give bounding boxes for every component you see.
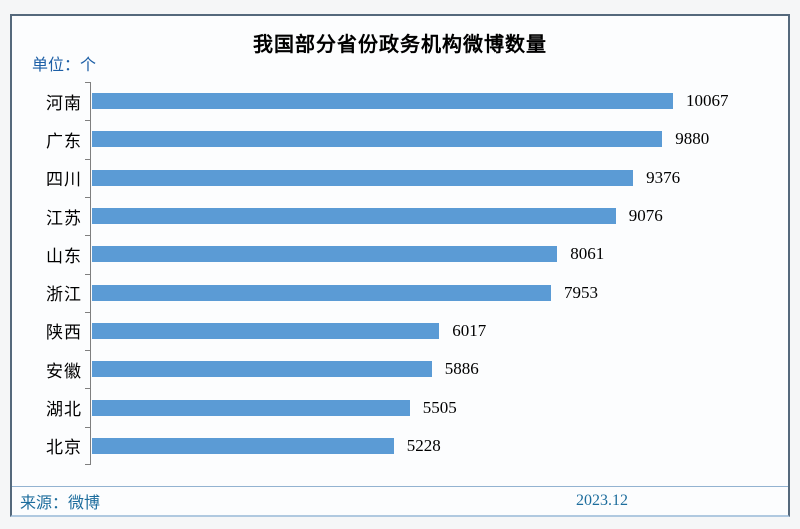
- value-label: 5886: [444, 359, 479, 379]
- value-label: 9376: [646, 167, 681, 187]
- bar-track: 5228: [92, 436, 772, 456]
- bar-track: 7953: [92, 283, 772, 303]
- bar-track: 9376: [92, 168, 772, 188]
- date-label: 2023.12: [576, 492, 628, 509]
- value-label: 5228: [406, 435, 441, 455]
- bar-track: 6017: [92, 321, 772, 341]
- bar-track: 8061: [92, 244, 772, 264]
- footer-divider: [12, 486, 788, 487]
- unit-label: 单位：个: [32, 57, 97, 74]
- category-label: 浙江: [46, 285, 82, 305]
- bar-row: 广东 9880: [12, 120, 772, 158]
- bar: [92, 93, 673, 110]
- axis-tick: [85, 274, 90, 275]
- bar-row: 湖北 5505: [12, 388, 772, 426]
- axis-tick: [85, 312, 90, 313]
- source-label: 来源：微博: [20, 495, 101, 512]
- bar: [92, 246, 558, 263]
- category-label: 北京: [46, 438, 82, 458]
- category-axis-line: [90, 82, 91, 465]
- value-label: 5505: [422, 397, 457, 417]
- value-label: 8061: [570, 244, 605, 264]
- category-label: 湖北: [46, 400, 82, 420]
- axis-tick: [85, 120, 90, 121]
- chart-title: 我国部分省份政务机构微博数量: [253, 34, 547, 56]
- axis-tick: [85, 388, 90, 389]
- value-label: 7953: [563, 282, 598, 302]
- axis-tick: [85, 159, 90, 160]
- chart-footer: 来源：微博 2023.12: [20, 487, 788, 515]
- bar-row: 江苏 9076: [12, 197, 772, 235]
- bar-row: 北京 5228: [12, 427, 772, 465]
- bar-row: 陕西 6017: [12, 312, 772, 350]
- axis-tick: [85, 464, 90, 465]
- bar-row: 浙江 7953: [12, 273, 772, 311]
- category-label: 四川: [46, 170, 82, 190]
- bar: [92, 322, 440, 339]
- bar-track: 9076: [92, 206, 772, 226]
- category-label: 江苏: [46, 208, 82, 228]
- chart-frame: 我国部分省份政务机构微博数量 单位：个 河南 10067 广东 9880 四川 9376 江…: [10, 14, 790, 517]
- category-label: 广东: [46, 131, 82, 151]
- value-label: 9880: [675, 129, 710, 149]
- value-label: 10067: [686, 91, 729, 111]
- bar-rows: 河南 10067 广东 9880 四川 9376 江苏 9076 山东 8061 浙江 7953 陕西 6…: [12, 82, 772, 465]
- axis-tick: [85, 350, 90, 351]
- bar: [92, 361, 432, 378]
- value-label: 6017: [452, 320, 487, 340]
- bar: [92, 208, 616, 225]
- bar: [92, 437, 394, 454]
- bar-row: 安徽 5886: [12, 350, 772, 388]
- value-label: 9076: [628, 206, 663, 226]
- bar-row: 河南 10067: [12, 82, 772, 120]
- bar: [92, 131, 663, 148]
- bar-track: 9880: [92, 129, 772, 149]
- plot-area: 河南 10067 广东 9880 四川 9376 江苏 9076 山东 8061 浙江 7953 陕西 6…: [12, 82, 772, 465]
- category-label: 山东: [46, 246, 82, 266]
- bar: [92, 284, 551, 301]
- axis-tick: [85, 197, 90, 198]
- axis-tick: [85, 82, 90, 83]
- bar: [92, 399, 410, 416]
- bar-track: 5886: [92, 359, 772, 379]
- category-label: 陕西: [46, 323, 82, 343]
- bar-row: 四川 9376: [12, 159, 772, 197]
- bar-row: 山东 8061: [12, 235, 772, 273]
- category-label: 安徽: [46, 361, 82, 381]
- category-label: 河南: [46, 93, 82, 113]
- bar: [92, 169, 634, 186]
- axis-tick: [85, 427, 90, 428]
- axis-tick: [85, 235, 90, 236]
- bar-track: 10067: [92, 91, 772, 111]
- bar-track: 5505: [92, 398, 772, 418]
